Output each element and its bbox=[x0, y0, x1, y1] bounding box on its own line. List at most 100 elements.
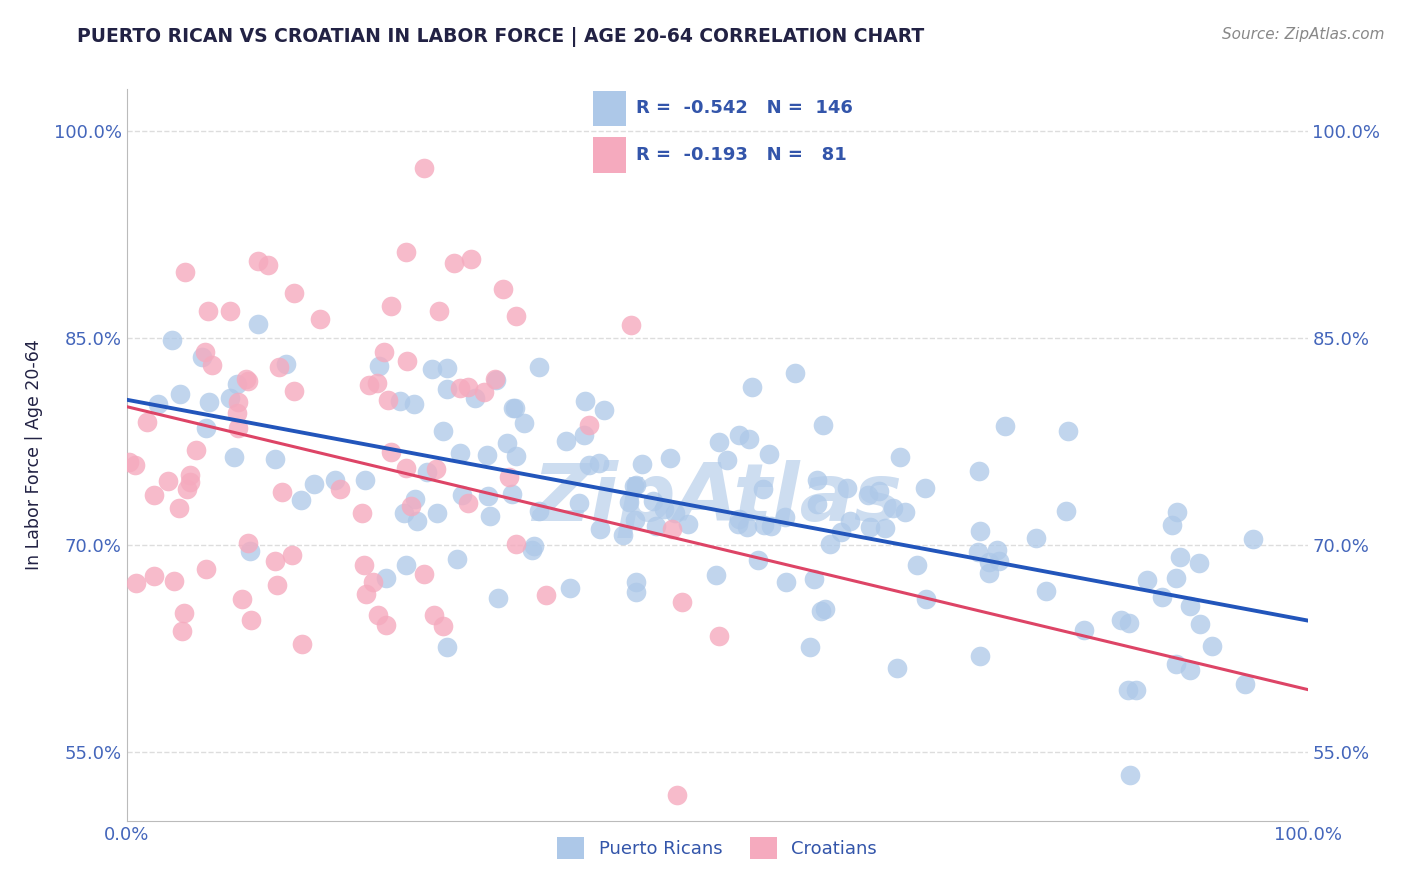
Point bbox=[179, 467, 201, 482]
Point bbox=[357, 377, 380, 392]
Point bbox=[1233, 677, 1256, 691]
Point bbox=[283, 384, 305, 398]
Point bbox=[179, 475, 201, 489]
Text: R =  -0.193   N =   81: R = -0.193 N = 81 bbox=[637, 145, 846, 163]
Point bbox=[574, 394, 596, 409]
Point bbox=[405, 514, 427, 528]
Point bbox=[309, 312, 332, 326]
Point bbox=[578, 417, 600, 432]
Point bbox=[967, 545, 990, 559]
Point bbox=[412, 161, 434, 175]
Point bbox=[501, 486, 523, 500]
Point bbox=[449, 381, 471, 395]
Point bbox=[283, 285, 305, 300]
Point bbox=[623, 479, 645, 493]
Point bbox=[239, 613, 262, 627]
Point bbox=[661, 522, 683, 536]
Point bbox=[142, 488, 165, 502]
Point bbox=[620, 318, 643, 332]
Point bbox=[666, 789, 689, 803]
Point bbox=[266, 577, 288, 591]
Point bbox=[969, 649, 991, 664]
Point bbox=[373, 345, 395, 359]
Point bbox=[775, 574, 797, 589]
Point bbox=[1119, 768, 1142, 782]
Point bbox=[173, 265, 195, 279]
Point bbox=[399, 499, 422, 513]
Point bbox=[716, 452, 738, 467]
Point bbox=[859, 519, 882, 533]
Text: R =  -0.542   N =  146: R = -0.542 N = 146 bbox=[637, 100, 853, 118]
Point bbox=[436, 640, 458, 655]
Point bbox=[773, 509, 796, 524]
Point bbox=[868, 483, 890, 498]
Point bbox=[835, 481, 858, 495]
Point bbox=[184, 442, 207, 457]
Point bbox=[1136, 573, 1159, 587]
Point bbox=[167, 500, 190, 515]
Point bbox=[173, 606, 195, 620]
Point bbox=[460, 252, 482, 266]
Point bbox=[529, 360, 551, 375]
Point bbox=[375, 618, 398, 632]
Point bbox=[505, 309, 527, 323]
Point bbox=[263, 554, 285, 568]
Point bbox=[1188, 617, 1211, 632]
Point bbox=[472, 384, 495, 399]
Point bbox=[436, 361, 458, 376]
Point bbox=[377, 392, 399, 407]
Point bbox=[914, 591, 936, 606]
Point bbox=[291, 637, 314, 651]
Point bbox=[727, 516, 749, 531]
Point bbox=[267, 359, 290, 374]
Point bbox=[157, 474, 180, 488]
Point bbox=[368, 359, 391, 373]
Point bbox=[146, 397, 169, 411]
Point bbox=[425, 462, 447, 476]
Point bbox=[457, 496, 479, 510]
Point bbox=[523, 539, 546, 553]
Point bbox=[219, 303, 242, 318]
Point bbox=[281, 548, 304, 562]
Point bbox=[197, 395, 219, 409]
Y-axis label: In Labor Force | Age 20-64: In Labor Force | Age 20-64 bbox=[24, 340, 42, 570]
Point bbox=[197, 303, 219, 318]
Point bbox=[404, 492, 426, 507]
Point bbox=[814, 601, 837, 615]
Point bbox=[1035, 583, 1057, 598]
Point bbox=[806, 474, 828, 488]
Point bbox=[402, 397, 425, 411]
Point bbox=[1166, 505, 1188, 519]
Point bbox=[811, 418, 834, 433]
Point bbox=[246, 254, 269, 268]
Point bbox=[416, 465, 439, 479]
Point bbox=[191, 350, 214, 364]
Point bbox=[238, 374, 260, 388]
Point bbox=[752, 518, 775, 533]
Point bbox=[226, 377, 249, 392]
Point bbox=[226, 406, 249, 420]
Point bbox=[142, 569, 165, 583]
Point bbox=[449, 446, 471, 460]
Point bbox=[486, 591, 509, 605]
Point bbox=[558, 581, 581, 595]
Point bbox=[728, 427, 751, 442]
Point bbox=[619, 495, 641, 509]
Point bbox=[354, 586, 377, 600]
Point bbox=[451, 487, 474, 501]
Point bbox=[588, 456, 610, 470]
Point bbox=[1057, 424, 1080, 438]
Point bbox=[201, 358, 224, 372]
Point bbox=[986, 543, 1008, 558]
Point bbox=[709, 629, 731, 643]
Point bbox=[589, 522, 612, 536]
Point bbox=[806, 498, 828, 512]
Point bbox=[475, 448, 498, 462]
Point bbox=[641, 494, 664, 508]
Point bbox=[125, 576, 148, 591]
Point bbox=[914, 481, 936, 495]
Point bbox=[194, 345, 217, 359]
Point bbox=[631, 458, 654, 472]
Point bbox=[886, 661, 908, 675]
Point bbox=[380, 299, 402, 313]
